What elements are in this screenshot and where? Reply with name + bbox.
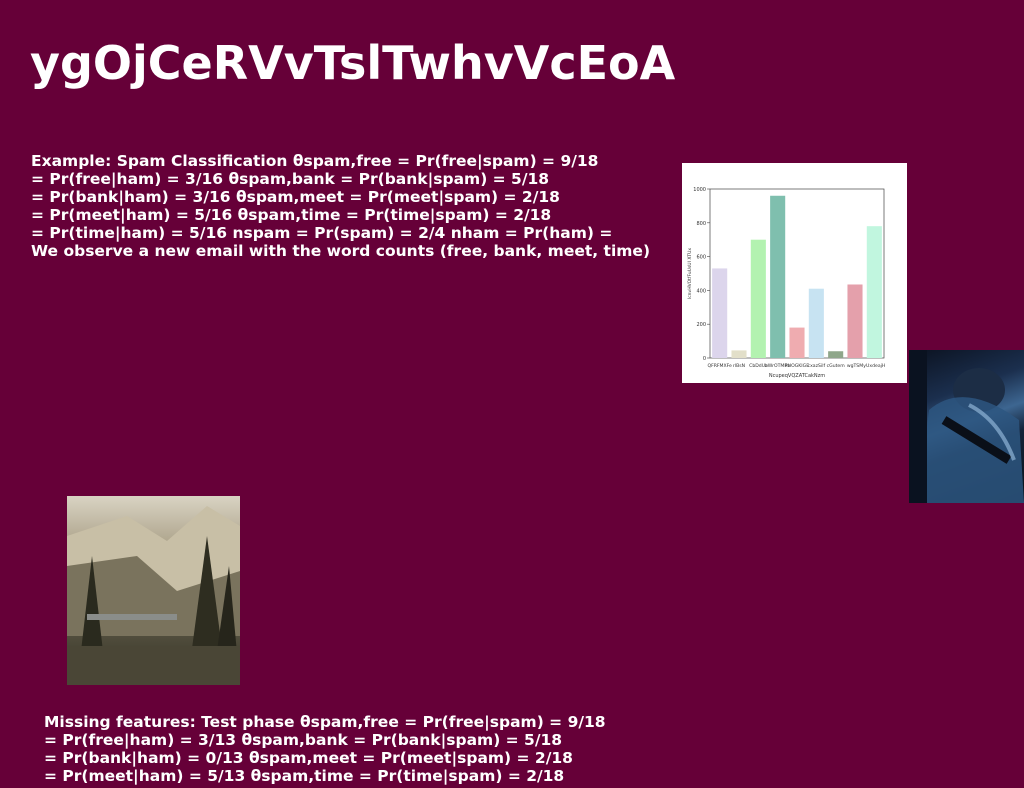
bar — [731, 350, 747, 358]
person-photo — [909, 350, 1024, 503]
x-tick-label: bWrOTMRb — [765, 363, 791, 369]
y-tick-label: 800 — [696, 221, 706, 227]
text-line: Example: Spam Classification θspam,free … — [31, 152, 599, 170]
person-photo-graphic — [909, 350, 1024, 503]
y-tick-label: 400 — [696, 288, 706, 294]
y-tick-label: 1000 — [693, 187, 706, 193]
bar — [847, 284, 863, 358]
x-tick-label: rlBsN — [733, 363, 745, 369]
mountain-photo-graphic — [67, 506, 240, 685]
x-tick-label: yUxdeajH — [863, 363, 885, 369]
text-line: We observe a new email with the word cou… — [31, 242, 651, 260]
x-axis-label: NcupeqVQZATCakNzm — [769, 373, 825, 379]
mountain-photo — [67, 496, 240, 685]
example-text-block: Example: Spam Classification θspam,free … — [31, 152, 650, 260]
text-line: = Pr(free|ham) = 3/16 θspam,bank = Pr(ba… — [31, 170, 550, 188]
text-line: = Pr(bank|ham) = 3/16 θspam,meet = Pr(me… — [31, 188, 560, 206]
bar — [712, 268, 728, 358]
text-line: = Pr(meet|ham) = 5/16 θspam,time = Pr(ti… — [31, 206, 552, 224]
bar — [789, 327, 805, 358]
y-tick-label: 0 — [703, 356, 706, 362]
bar-chart-svg: 0 200 400 600 800 1000 QFRFMXFe rlBsN CbDdUzbWrO… — [687, 187, 885, 379]
x-tick-label: cGutem — [827, 363, 846, 369]
bar — [866, 226, 882, 358]
bar-chart: 0 200 400 600 800 1000 QFRFMXFe rlBsN CbDdUz bWrO… — [682, 163, 907, 383]
x-tick-label: CbDdUz — [749, 363, 768, 369]
x-tick-label: PHOGKIGE — [785, 363, 809, 369]
x-tick-label: cxazSilf — [808, 363, 826, 369]
text-line: = Pr(time|ham) = 5/16 nspam = Pr(spam) =… — [31, 224, 613, 242]
missing-features-text-block: Missing features: Test phase θspam,free … — [44, 713, 606, 785]
bar — [828, 351, 844, 358]
y-tick-label: 200 — [696, 322, 706, 328]
text-line: Missing features: Test phase θspam,free … — [44, 713, 606, 731]
bar — [750, 239, 766, 358]
text-line: = Pr(meet|ham) = 5/13 θspam,time = Pr(ti… — [44, 767, 565, 785]
y-tick-label: 600 — [696, 255, 706, 261]
text-line: = Pr(bank|ham) = 0/13 θspam,meet = Pr(me… — [44, 749, 573, 767]
slide-title: ygOjCeRVvTslTwhvVcEoA — [30, 36, 676, 90]
bar — [770, 195, 786, 358]
x-tick-label: wgTSM — [847, 363, 863, 369]
x-tick-label: QFRFMXFe — [707, 363, 732, 369]
y-axis-label: lcnvHVOtfFuUsUI XTUx — [687, 248, 693, 299]
text-line: = Pr(free|ham) = 3/13 θspam,bank = Pr(ba… — [44, 731, 563, 749]
bar — [808, 288, 824, 358]
